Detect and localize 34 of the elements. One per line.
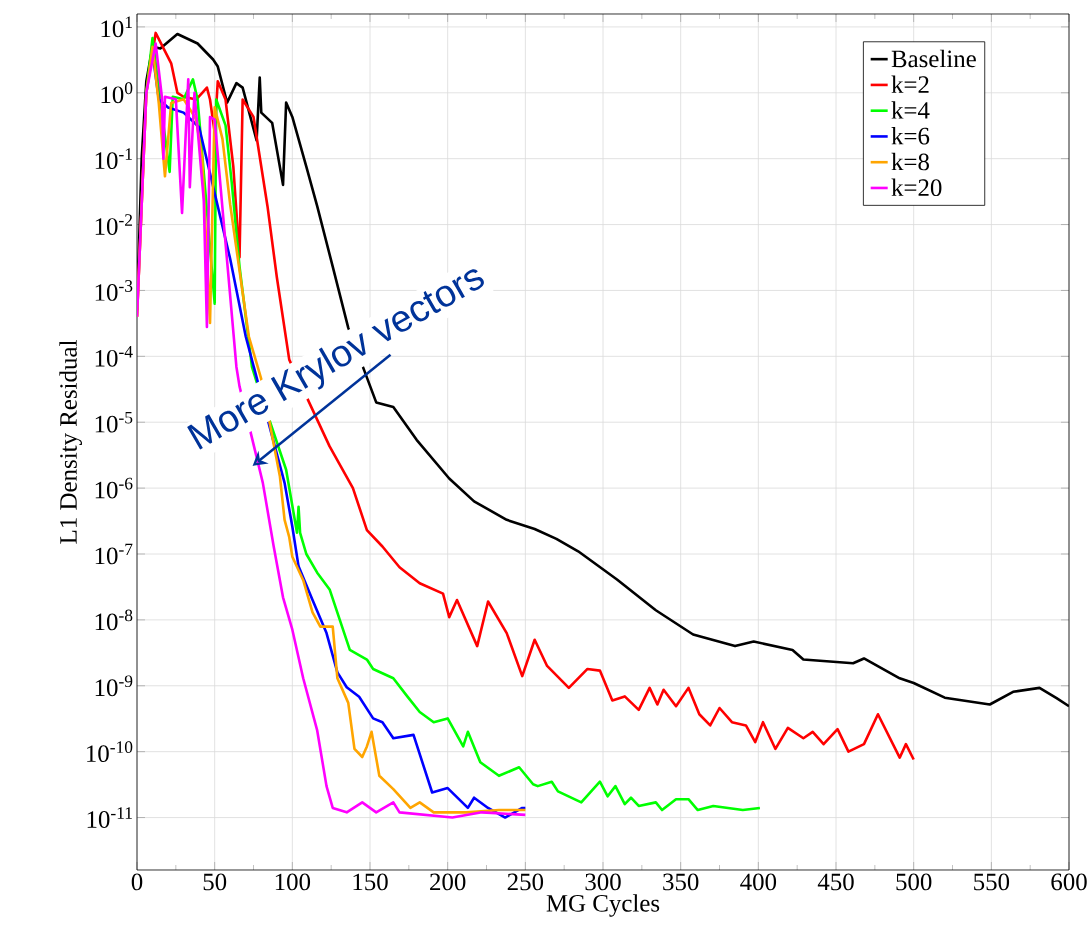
y-tick-label: 10$^{-9}$	[95, 675, 133, 697]
y-tick-label: 10$^{-1}$	[95, 148, 132, 170]
x-tick-label: 500	[896, 873, 932, 891]
legend-label: k=20	[891, 178, 942, 197]
y-tick-label: 10$^{-2}$	[95, 214, 133, 235]
x-tick-label: 550	[974, 873, 1010, 891]
y-tick-label: 10$^{-5}$	[95, 411, 133, 433]
x-tick-label: 50	[203, 873, 227, 891]
legend-label: k=4	[891, 101, 930, 119]
y-tick-label: 10$^{1}$	[101, 16, 132, 38]
x-tick-label: 100	[275, 873, 311, 891]
x-tick-label: 350	[663, 873, 699, 891]
x-tick-label: 200	[430, 873, 466, 891]
legend-label: Baseline	[891, 49, 976, 68]
y-tick-label: 10$^{-8}$	[95, 609, 133, 631]
x-tick-label: 150	[353, 873, 388, 891]
x-tick-label: 450	[817, 873, 854, 891]
y-tick-label: 10$^{-3}$	[95, 280, 133, 301]
x-tick-label: 400	[740, 873, 777, 891]
x-tick-label: 0	[131, 873, 143, 891]
x-tick-label: 600	[1051, 873, 1087, 891]
x-tick-label: 300	[585, 873, 621, 891]
x-axis-title: MG Cycles	[546, 894, 660, 917]
y-tick-label: 10$^{-6}$	[95, 477, 133, 499]
y-tick-label: 10$^{-4}$	[95, 345, 133, 367]
legend-label: k=8	[891, 152, 929, 171]
y-axis-title: L1 Density Residual	[59, 340, 82, 544]
x-tick-label: 250	[507, 873, 544, 891]
y-tick-label: 10$^{-10}$	[87, 741, 133, 763]
y-tick-label: 10$^{-11}$	[87, 807, 132, 828]
y-tick-label: 10$^{-7}$	[95, 543, 133, 565]
legend-label: k=2	[891, 75, 929, 93]
y-tick-label: 10$^{0}$	[101, 82, 133, 104]
legend-label: k=6	[891, 127, 930, 145]
